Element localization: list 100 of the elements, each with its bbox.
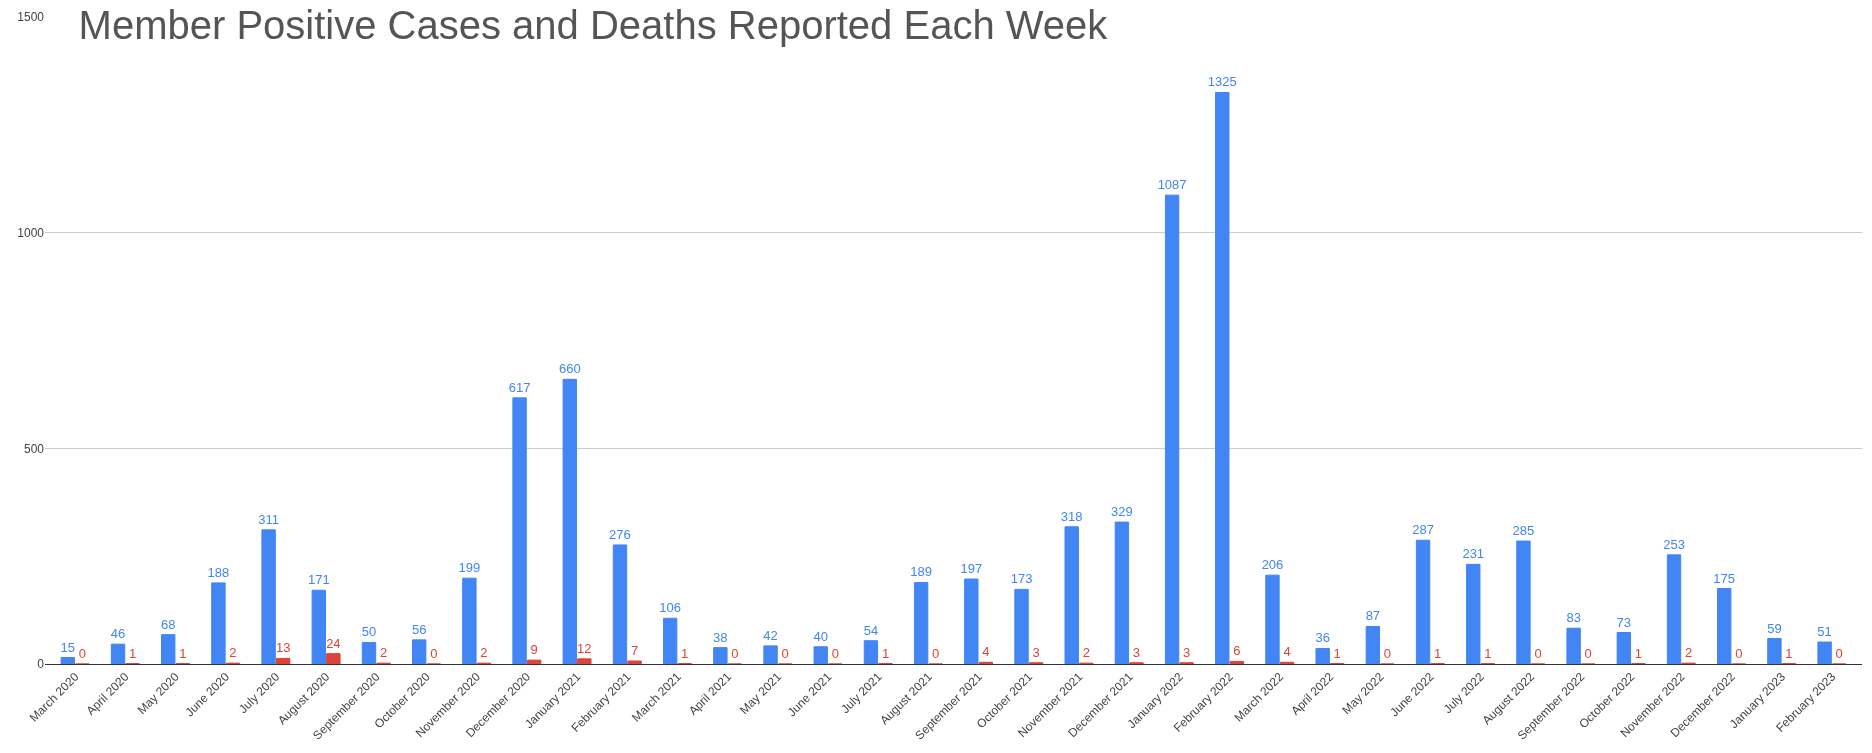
data-label: 0: [78, 646, 87, 661]
data-label: 106: [659, 600, 682, 616]
y-tick-label: 1500: [17, 10, 45, 25]
data-label: 206: [1261, 557, 1284, 573]
data-label: 4: [982, 644, 990, 660]
data-label: 83: [1566, 610, 1581, 626]
data-label: 175: [1713, 570, 1736, 586]
bar: [275, 657, 291, 664]
bar: [462, 577, 477, 664]
bar: [1229, 660, 1245, 664]
data-label: 1: [1634, 645, 1642, 661]
data-label: 13: [275, 640, 291, 656]
data-label: 73: [1616, 614, 1632, 630]
data-label: 173: [1010, 571, 1033, 587]
data-label: 231: [1462, 546, 1485, 562]
data-label: 38: [713, 629, 728, 645]
data-label: 329: [1111, 504, 1133, 520]
data-label: 3: [1132, 644, 1141, 660]
data-label: 2: [379, 645, 388, 661]
data-label: 1325: [1207, 74, 1237, 90]
data-label: 311: [258, 511, 279, 527]
data-label: 50: [361, 624, 377, 640]
data-label: 276: [609, 526, 631, 542]
data-label: 1: [1333, 645, 1341, 661]
data-label: 7: [630, 642, 639, 658]
data-label: 24: [326, 635, 341, 651]
data-label: 0: [430, 646, 438, 661]
data-label: 46: [110, 626, 126, 642]
data-label: 189: [910, 564, 932, 580]
data-label: 253: [1663, 536, 1685, 552]
data-label: 40: [813, 628, 828, 644]
bar: [60, 657, 76, 664]
data-label: 2: [480, 645, 488, 661]
data-label: 199: [458, 560, 481, 576]
data-label: 1: [179, 645, 187, 661]
data-label: 197: [960, 561, 983, 577]
bar: [813, 646, 828, 664]
bar: [713, 647, 728, 664]
bar: [110, 643, 126, 664]
bar: [1516, 540, 1531, 664]
bar: [512, 397, 527, 664]
bar: [1365, 625, 1381, 664]
bar: [311, 589, 326, 664]
data-label: 4: [1283, 644, 1291, 660]
data-label: 42: [763, 627, 778, 643]
data-label: 1: [128, 645, 137, 661]
data-label: 2: [1082, 645, 1090, 661]
data-label: 3: [1183, 644, 1191, 660]
bar: [562, 378, 577, 664]
bar: [964, 578, 979, 664]
bar: [1415, 539, 1431, 664]
bar: [361, 641, 377, 664]
bar: [612, 544, 628, 664]
bar: [913, 581, 929, 664]
bar: [1315, 647, 1330, 664]
data-label: 0: [831, 646, 839, 661]
y-tick-label: 0: [37, 657, 45, 672]
data-label: 12: [577, 640, 592, 656]
bar: [1566, 627, 1581, 664]
data-label: 285: [1512, 523, 1535, 539]
bar: [1817, 641, 1832, 664]
data-label: 3: [1032, 644, 1040, 660]
bar: [1164, 194, 1180, 664]
data-label: 1: [881, 645, 890, 661]
bar: [1466, 563, 1481, 664]
bar: [577, 658, 592, 664]
data-label: 171: [307, 572, 330, 588]
bar: [261, 529, 276, 664]
data-label: 1: [1785, 645, 1793, 661]
data-label: 0: [1534, 646, 1542, 661]
data-label: 0: [932, 646, 940, 661]
data-label: 1: [1434, 645, 1442, 661]
bar: [211, 582, 226, 664]
bar: [763, 645, 778, 664]
bar: [1666, 554, 1682, 664]
data-label: 15: [60, 639, 76, 655]
data-label: 56: [411, 621, 427, 637]
bar: [326, 653, 341, 664]
data-label: 1: [1484, 645, 1492, 661]
bar: [1616, 632, 1632, 664]
y-tick-label: 500: [23, 441, 45, 456]
data-label: 51: [1817, 624, 1832, 639]
data-label: 287: [1412, 522, 1434, 538]
bar: [412, 639, 427, 664]
data-label: 68: [160, 616, 176, 632]
bar: [1767, 638, 1782, 664]
chart-title: Member Positive Cases and Deaths Reported Each Week: [78, 3, 1109, 48]
data-label: 0: [1584, 646, 1592, 661]
data-label: 318: [1060, 508, 1083, 524]
bar: [1014, 588, 1029, 664]
data-label: 6: [1233, 643, 1241, 659]
bar: [863, 640, 879, 664]
data-label: 0: [1383, 646, 1392, 661]
data-label: 0: [781, 646, 789, 661]
bar: [526, 659, 542, 664]
data-label: 1087: [1157, 177, 1187, 193]
data-label: 1: [681, 645, 689, 661]
bar: [1717, 588, 1732, 664]
data-label: 0: [1835, 646, 1843, 661]
bar: [627, 660, 642, 664]
